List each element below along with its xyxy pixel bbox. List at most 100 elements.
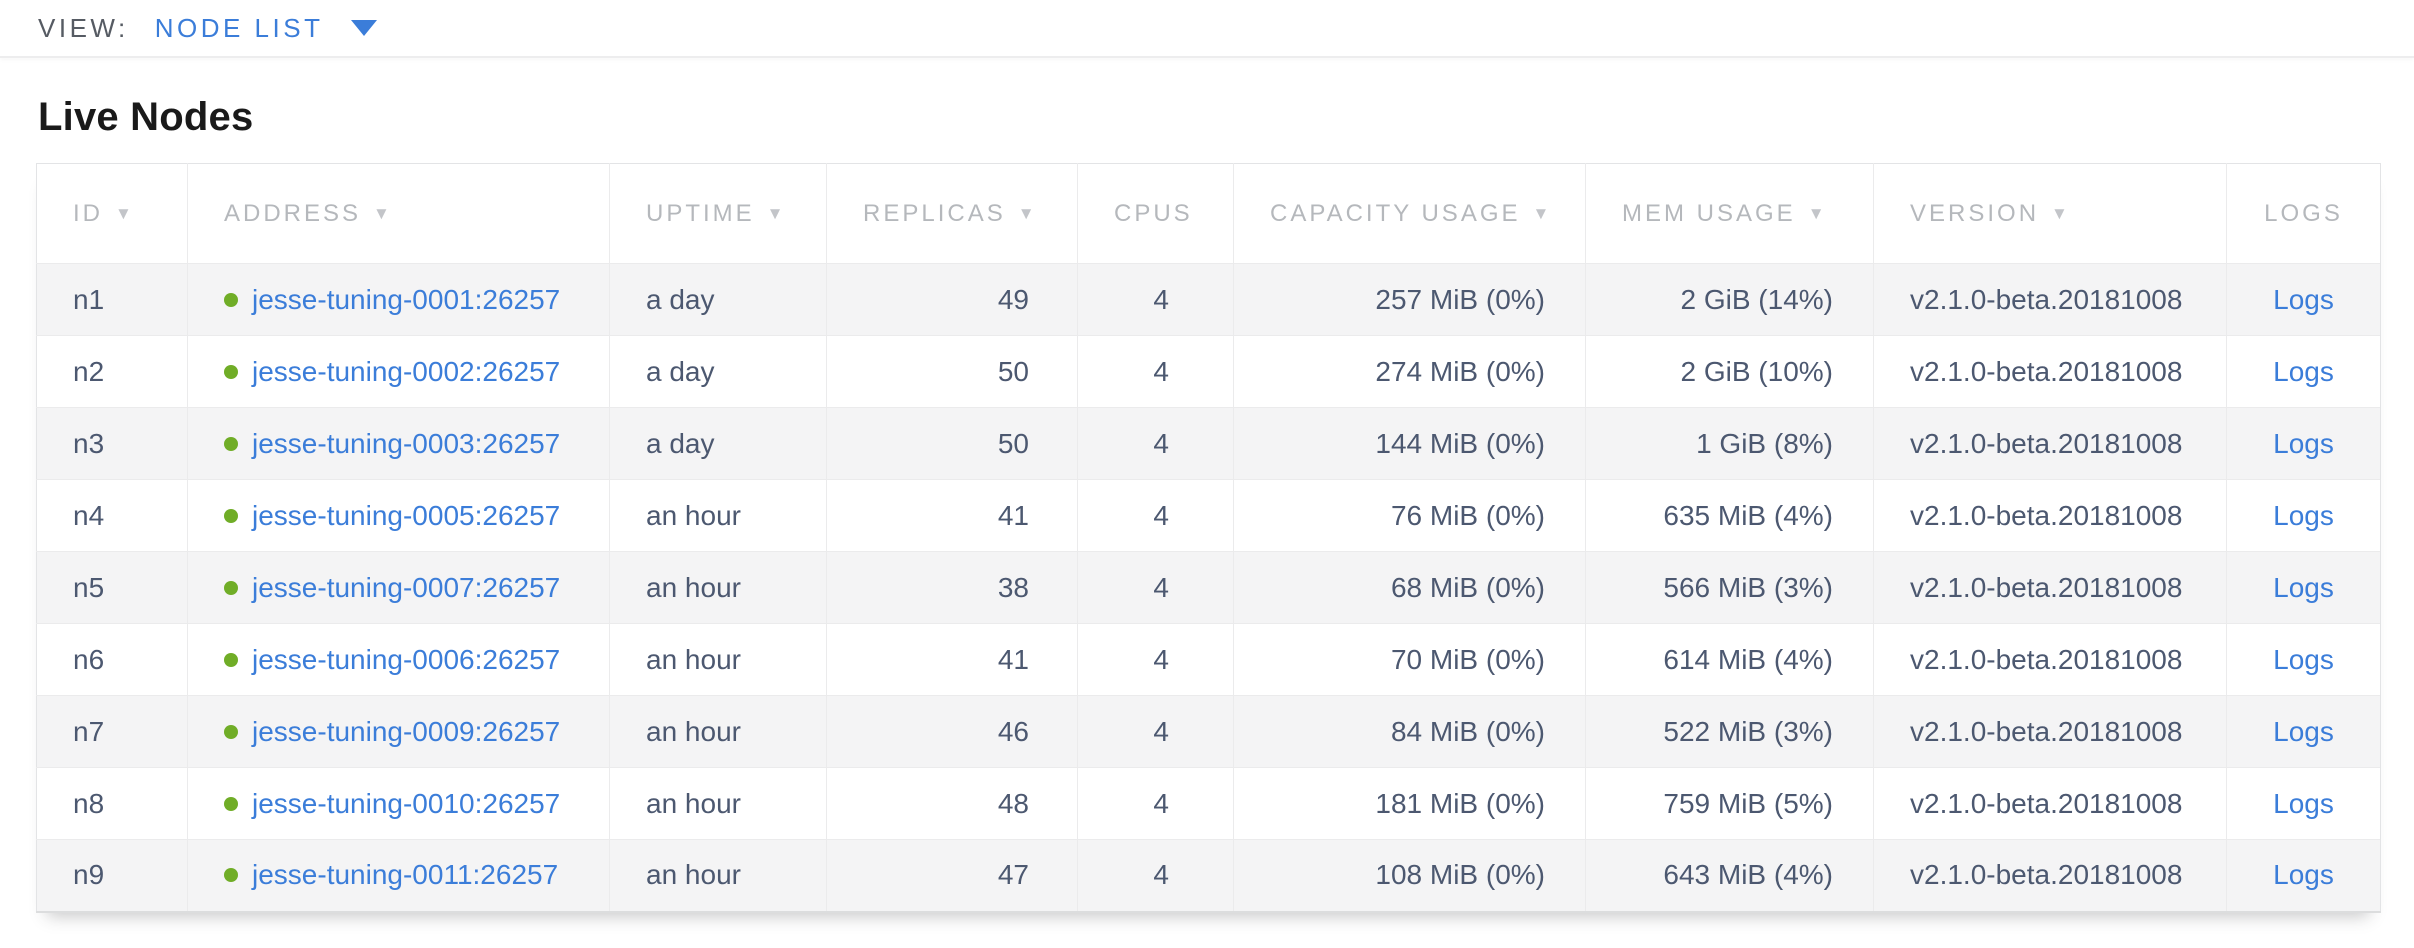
table-row: n1 jesse-tuning-0001:26257 a day 49 4 257 MiB… [36,263,2381,336]
logs-link[interactable]: Logs [2273,499,2334,531]
column-header-label: VERSION [1910,199,2040,227]
mem-usage-cell: 522 MiB (3%) [1585,695,1874,768]
capacity-cell: 274 MiB (0%) [1233,335,1586,408]
capacity-cell: 68 MiB (0%) [1233,551,1586,624]
view-bar: VIEW: NODE LIST [0,0,2414,58]
column-header-label: UPTIME [646,199,755,227]
replicas-cell: 41 [826,479,1078,552]
version-cell: v2.1.0-beta.20181008 [1873,695,2227,768]
replicas-cell: 50 [826,407,1078,480]
logs-link[interactable]: Logs [2273,571,2334,603]
live-status-icon [224,292,238,307]
replicas-cell: 47 [826,839,1078,912]
sort-desc-icon: ▼ [1807,203,1825,223]
logs-cell: Logs [2226,335,2381,408]
mem-usage-cell: 759 MiB (5%) [1585,767,1874,840]
live-nodes-table: ID ▼ ADDRESS ▼ UPTIME ▼ REPLICAS ▼ CPUS CAPACITY … [36,163,2381,913]
logs-link[interactable]: Logs [2273,283,2334,315]
uptime-cell: an hour [609,479,827,552]
logs-link[interactable]: Logs [2273,355,2334,387]
table-row: n7 jesse-tuning-0009:26257 an hour 46 4 84 Mi… [36,695,2381,768]
logs-cell: Logs [2226,479,2381,552]
mem-usage-cell: 566 MiB (3%) [1585,551,1874,624]
uptime-cell: an hour [609,623,827,696]
uptime-cell: an hour [609,839,827,912]
address-cell: jesse-tuning-0005:26257 [187,479,610,552]
address-link[interactable]: jesse-tuning-0011:26257 [252,859,559,891]
address-link[interactable]: jesse-tuning-0009:26257 [252,715,561,747]
id-cell: n2 [36,335,188,408]
nodes-table-body: n1 jesse-tuning-0001:26257 a day 49 4 257 MiB… [36,263,2381,912]
address-link[interactable]: jesse-tuning-0007:26257 [252,571,561,603]
version-cell: v2.1.0-beta.20181008 [1873,623,2227,696]
address-link[interactable]: jesse-tuning-0010:26257 [252,787,561,819]
view-selector-dropdown[interactable]: NODE LIST [129,13,378,44]
logs-cell: Logs [2226,551,2381,624]
cpus-cell: 4 [1077,479,1234,552]
replicas-cell: 50 [826,335,1078,408]
address-cell: jesse-tuning-0001:26257 [187,263,610,336]
logs-link[interactable]: Logs [2273,643,2334,675]
mem-usage-cell: 2 GiB (10%) [1585,335,1874,408]
id-cell: n7 [36,695,188,768]
column-header-cpus: CPUS [1077,163,1234,264]
replicas-cell: 48 [826,767,1078,840]
address-link[interactable]: jesse-tuning-0001:26257 [252,283,561,315]
address-link[interactable]: jesse-tuning-0006:26257 [252,643,561,675]
cpus-cell: 4 [1077,839,1234,912]
page-title: Live Nodes [38,95,254,139]
logs-cell: Logs [2226,839,2381,912]
logs-link[interactable]: Logs [2273,787,2334,819]
logs-link[interactable]: Logs [2273,859,2334,891]
mem-usage-cell: 614 MiB (4%) [1585,623,1874,696]
column-header-address[interactable]: ADDRESS ▼ [187,163,610,264]
cpus-cell: 4 [1077,407,1234,480]
capacity-cell: 144 MiB (0%) [1233,407,1586,480]
address-link[interactable]: jesse-tuning-0002:26257 [252,355,561,387]
cpus-cell: 4 [1077,335,1234,408]
column-header-label: LOGS [2264,199,2343,227]
table-row: n4 jesse-tuning-0005:26257 an hour 41 4 76 Mi… [36,479,2381,552]
uptime-cell: a day [609,335,827,408]
version-cell: v2.1.0-beta.20181008 [1873,335,2227,408]
capacity-cell: 257 MiB (0%) [1233,263,1586,336]
live-status-icon [224,436,238,451]
logs-cell: Logs [2226,263,2381,336]
live-status-icon [224,364,238,379]
live-status-icon [224,652,238,667]
address-link[interactable]: jesse-tuning-0003:26257 [252,427,561,459]
column-header-id[interactable]: ID ▼ [36,163,188,264]
column-header-replicas[interactable]: REPLICAS ▼ [826,163,1078,264]
uptime-cell: an hour [609,695,827,768]
column-header-version[interactable]: VERSION ▼ [1873,163,2227,264]
id-cell: n4 [36,479,188,552]
column-header-capacity[interactable]: CAPACITY USAGE ▼ [1233,163,1586,264]
column-header-uptime[interactable]: UPTIME ▼ [609,163,827,264]
id-cell: n8 [36,767,188,840]
live-status-icon [224,508,238,523]
version-cell: v2.1.0-beta.20181008 [1873,839,2227,912]
table-row: n9 jesse-tuning-0011:26257 an hour 47 4 108 M… [36,839,2381,912]
version-cell: v2.1.0-beta.20181008 [1873,263,2227,336]
live-status-icon [224,796,238,811]
uptime-cell: an hour [609,767,827,840]
column-header-mem-usage[interactable]: MEM USAGE ▼ [1585,163,1874,264]
version-cell: v2.1.0-beta.20181008 [1873,551,2227,624]
view-selected-value: NODE LIST [154,12,324,43]
column-header-label: MEM USAGE [1622,199,1796,227]
column-header-label: CAPACITY USAGE [1270,199,1521,227]
capacity-cell: 84 MiB (0%) [1233,695,1586,768]
logs-link[interactable]: Logs [2273,427,2334,459]
cpus-cell: 4 [1077,695,1234,768]
live-status-icon [224,724,238,739]
view-label: VIEW: [38,12,129,43]
cpus-cell: 4 [1077,767,1234,840]
logs-link[interactable]: Logs [2273,715,2334,747]
address-cell: jesse-tuning-0002:26257 [187,335,610,408]
id-cell: n6 [36,623,188,696]
table-header-row: ID ▼ ADDRESS ▼ UPTIME ▼ REPLICAS ▼ CPUS CAPACITY … [36,163,2381,264]
sort-desc-icon: ▼ [1532,203,1550,223]
address-link[interactable]: jesse-tuning-0005:26257 [252,499,561,531]
version-cell: v2.1.0-beta.20181008 [1873,479,2227,552]
table-row: n5 jesse-tuning-0007:26257 an hour 38 4 68 Mi… [36,551,2381,624]
